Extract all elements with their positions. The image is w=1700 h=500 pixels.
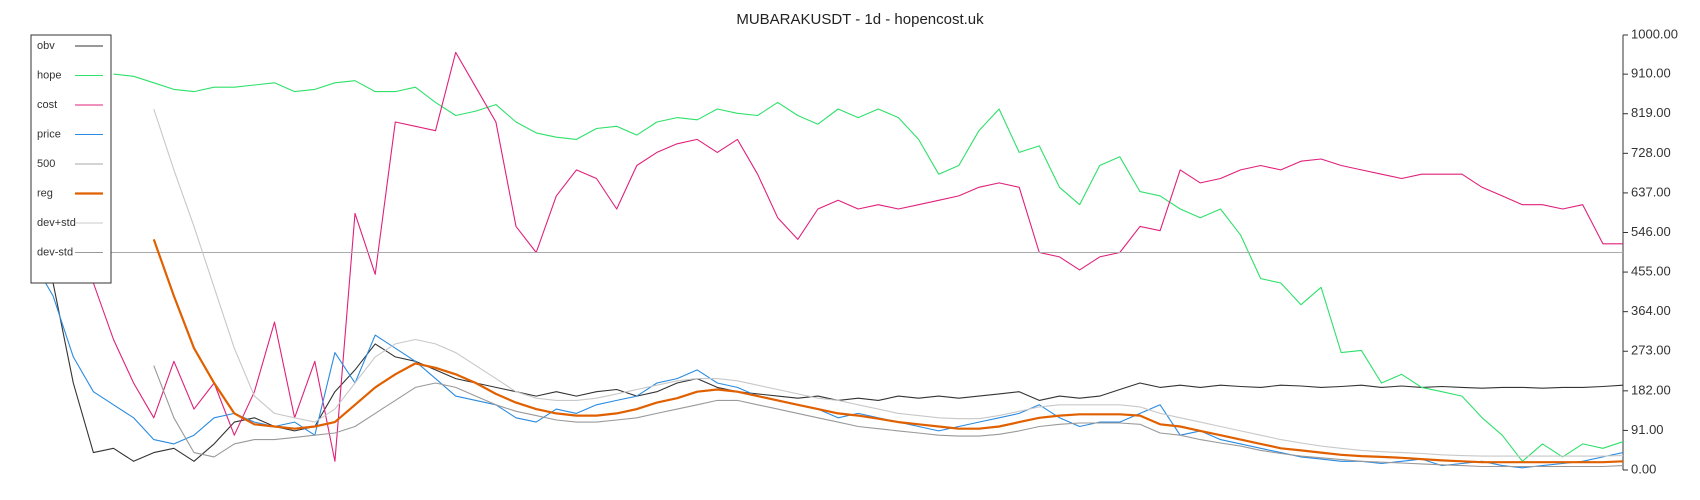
series-line [153,365,1624,468]
y-tick-label: 1000.00 [1631,26,1678,41]
y-tick-label: 455.00 [1631,264,1671,279]
legend-label: hope [37,69,61,81]
y-tick-label: 182.00 [1631,382,1671,397]
series-line [32,260,1624,469]
legend-label: price [37,128,61,140]
series-line [153,108,1624,457]
legend-label: cost [37,99,57,111]
legend: obv hope cost price 500 reg dev+std dev-std [30,34,112,284]
legend-label: dev+std [37,217,76,229]
y-tick-label: 637.00 [1631,184,1671,199]
y-tick-label: 364.00 [1631,303,1671,318]
y-tick-label: 910.00 [1631,66,1671,81]
y-tick-label: 273.00 [1631,343,1671,358]
series-line [32,51,1623,462]
series-line [152,239,1624,464]
y-tick-label: 91.00 [1631,422,1664,437]
chart-title: MUBARAKUSDT - 1d - hopencost.uk [736,11,984,28]
legend-label: dev-std [37,246,73,258]
legend-box [30,34,112,284]
legend-label: 500 [37,158,55,170]
y-tick-label: 728.00 [1631,145,1671,160]
series-line [113,73,1624,462]
y-tick-label: 819.00 [1631,105,1671,120]
series-line [32,265,1624,462]
y-tick-label: 0.00 [1631,461,1656,476]
y-tick-label: 546.00 [1631,224,1671,239]
legend-label: obv [37,40,55,52]
legend-label: reg [37,187,53,199]
